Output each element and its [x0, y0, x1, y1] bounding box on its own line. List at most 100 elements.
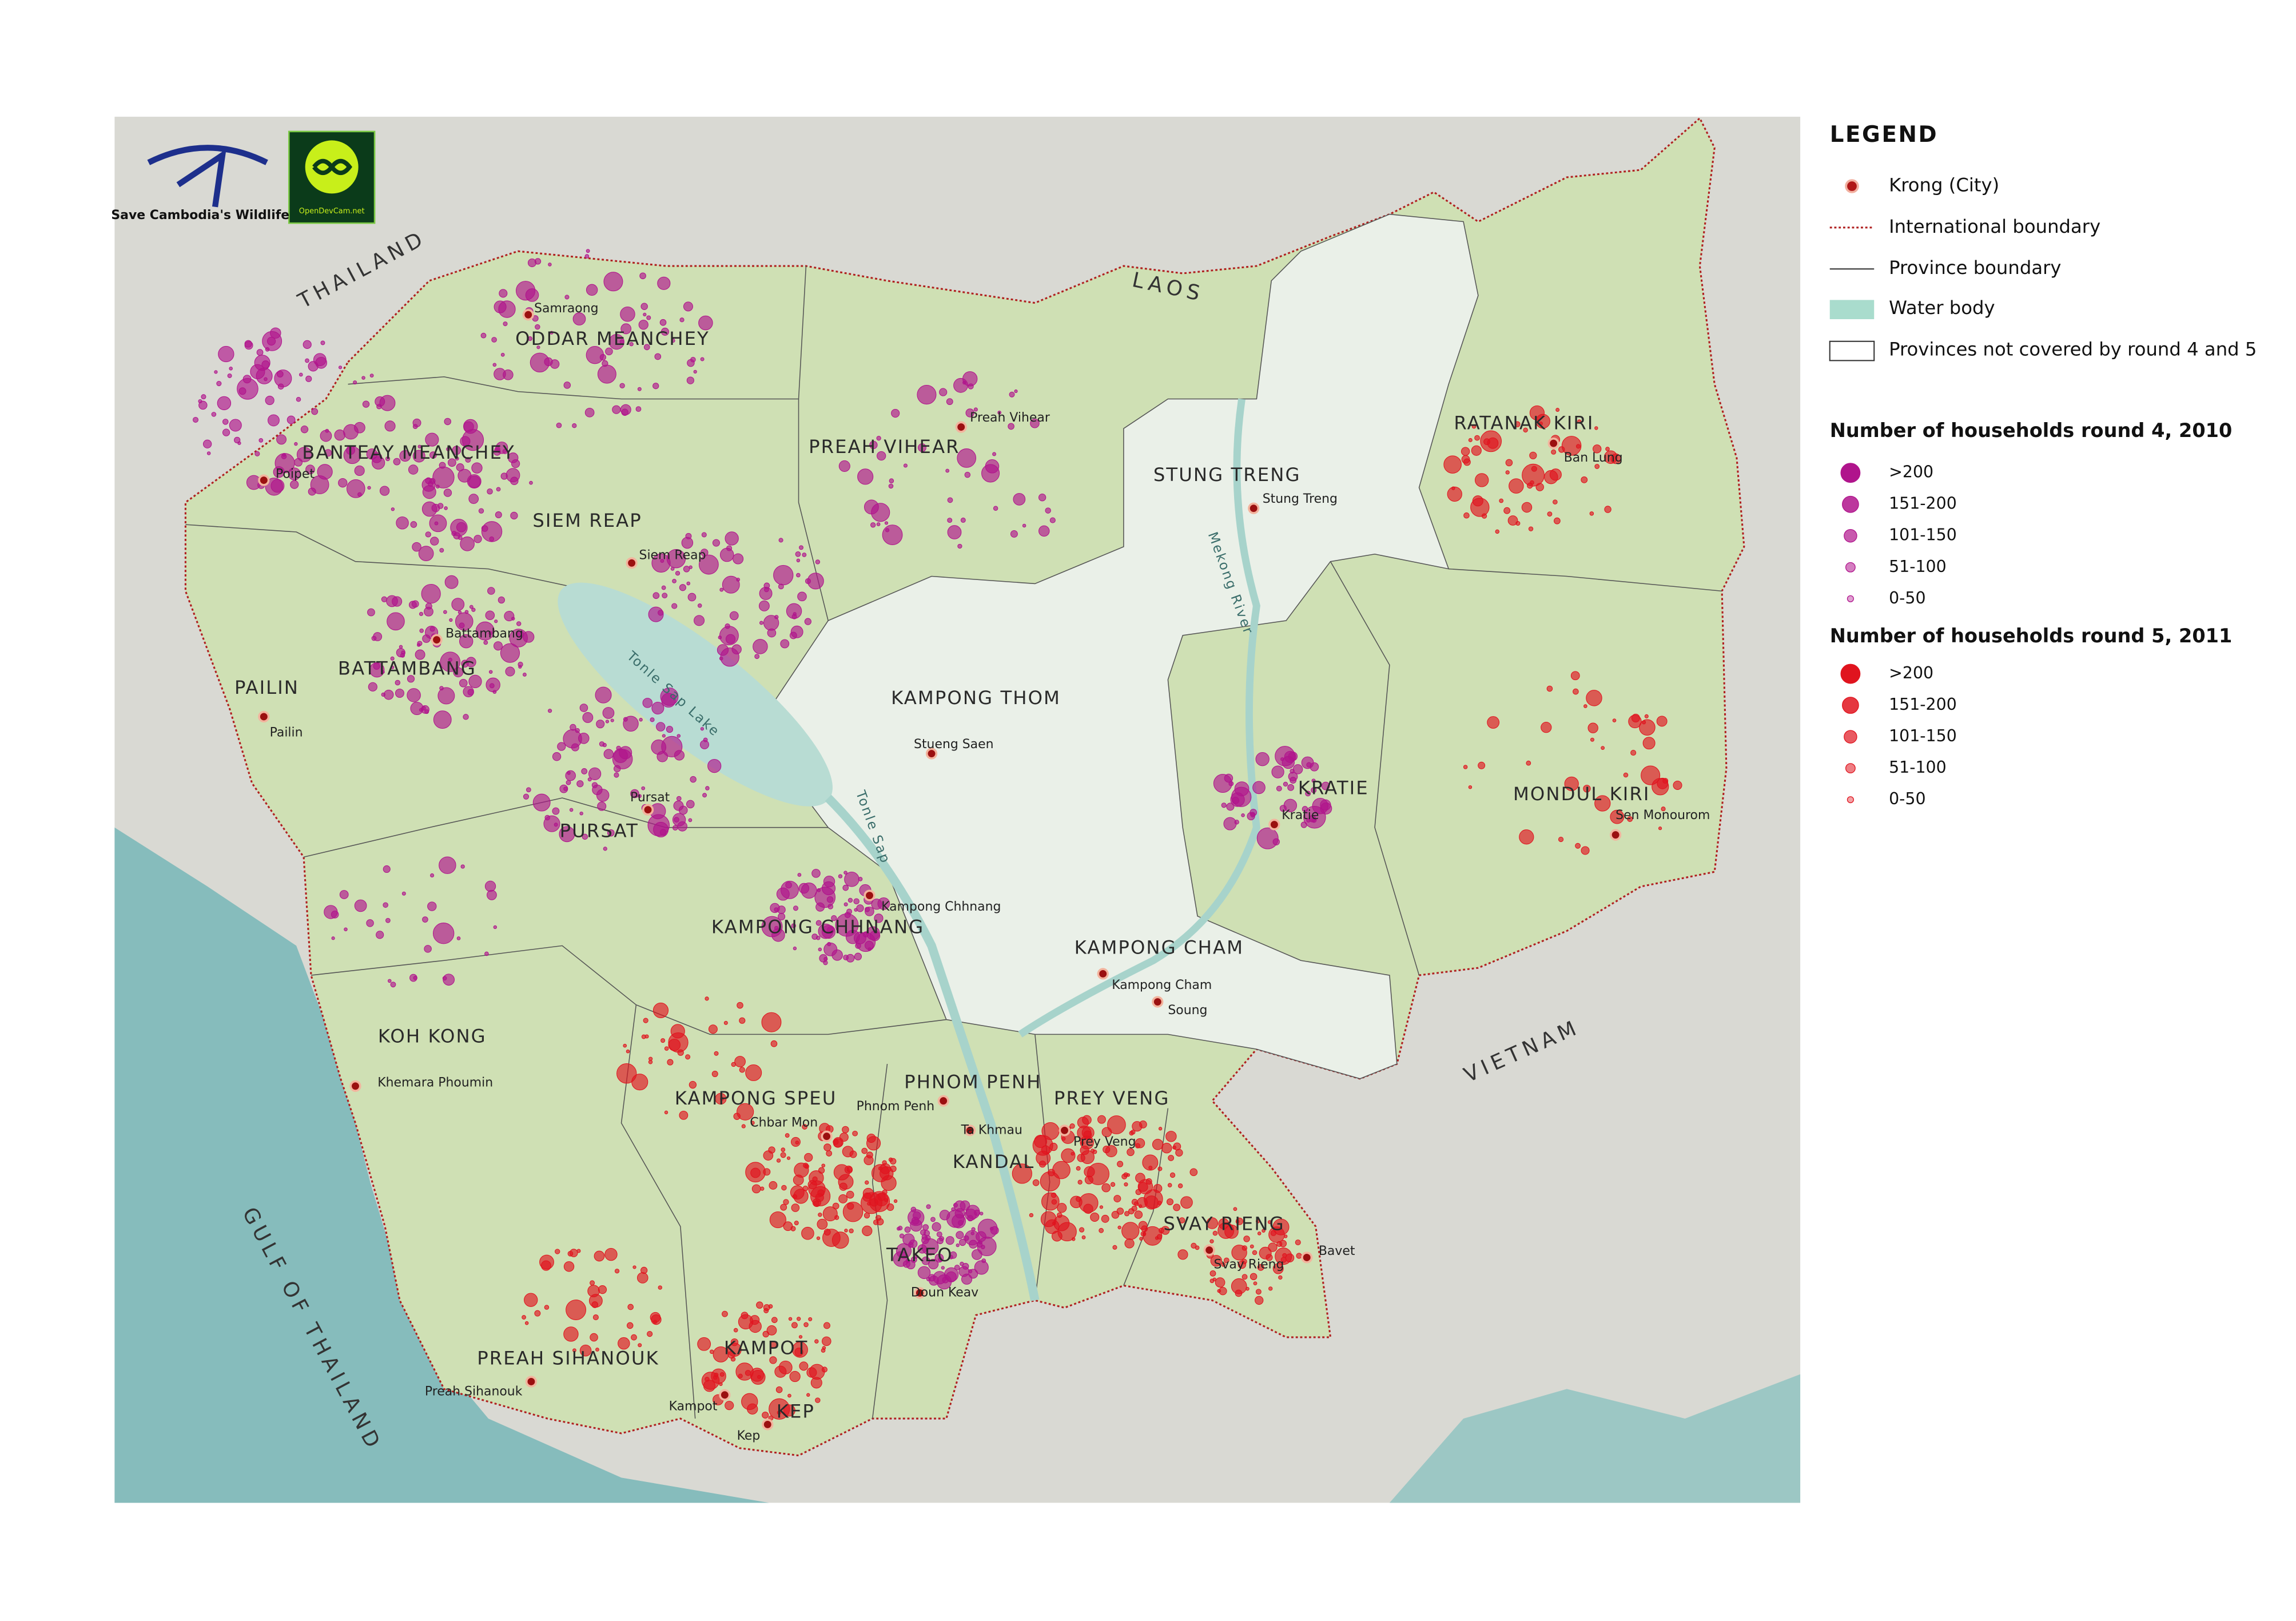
- city-label: Kampong Chhnang: [881, 900, 1001, 914]
- household-dot: [1641, 765, 1661, 785]
- household-dot: [602, 360, 608, 367]
- legend-label: 0-50: [1889, 589, 1925, 607]
- household-dot: [1259, 1246, 1272, 1260]
- household-dot: [1153, 1183, 1163, 1193]
- household-dot: [1255, 752, 1270, 766]
- household-dot: [960, 1200, 970, 1211]
- household-dot: [642, 698, 653, 708]
- household-dot: [503, 370, 514, 380]
- household-dot: [383, 902, 388, 908]
- household-dot: [769, 1356, 777, 1364]
- household-dot: [843, 955, 849, 960]
- household-dot: [499, 289, 508, 298]
- household-dot: [201, 394, 206, 400]
- household-dot: [871, 503, 890, 522]
- household-dot: [661, 736, 683, 757]
- household-dot: [769, 1398, 790, 1420]
- household-dot: [274, 370, 292, 388]
- household-dot: [705, 996, 709, 1001]
- household-dot: [391, 665, 395, 669]
- household-dot: [264, 377, 268, 382]
- household-dot: [566, 1300, 587, 1320]
- household-dot: [407, 688, 421, 702]
- household-dot: [582, 833, 588, 840]
- household-dot: [1034, 1135, 1048, 1148]
- household-dot: [1057, 1222, 1077, 1242]
- household-dot: [771, 928, 785, 942]
- household-dot: [809, 1364, 825, 1380]
- household-dot: [391, 507, 395, 511]
- household-dot: [962, 380, 966, 385]
- household-dot: [1544, 470, 1558, 484]
- household-dot: [686, 581, 691, 586]
- household-dot: [675, 571, 681, 576]
- household-dot: [444, 418, 452, 426]
- household-dot: [686, 800, 695, 809]
- household-dot: [579, 704, 588, 712]
- household-dot: [826, 1150, 833, 1157]
- household-dot: [683, 566, 690, 573]
- household-dot: [303, 340, 312, 349]
- household-dot: [926, 1204, 931, 1209]
- household-dot: [419, 628, 424, 633]
- partner-logo-mark: [312, 158, 353, 176]
- household-dot: [417, 643, 421, 647]
- household-dot: [643, 312, 647, 317]
- household-dot: [817, 1218, 828, 1230]
- household-dot: [683, 301, 693, 312]
- household-dot: [510, 511, 518, 520]
- household-dot: [853, 898, 859, 905]
- household-dot: [671, 603, 678, 609]
- household-dot: [1270, 1230, 1276, 1237]
- household-dot: [917, 1266, 931, 1280]
- household-dot: [799, 545, 803, 550]
- household-dot: [1169, 1172, 1176, 1178]
- household-dot: [444, 506, 448, 510]
- household-dot: [526, 787, 531, 793]
- household-dot: [1113, 1195, 1121, 1203]
- legend-label: 151-200: [1889, 494, 1957, 513]
- household-dot: [864, 1212, 870, 1219]
- household-dot: [1546, 685, 1553, 692]
- household-dot: [1656, 716, 1668, 727]
- household-dot: [1527, 482, 1533, 489]
- household-dot: [1256, 1219, 1260, 1223]
- household-dot: [679, 1110, 689, 1120]
- household-dot: [1252, 781, 1266, 794]
- household-dot: [722, 575, 740, 594]
- household-dot: [463, 419, 478, 434]
- household-dot: [1553, 517, 1561, 525]
- household-dot: [605, 347, 613, 356]
- household-dot: [871, 899, 882, 910]
- household-dot: [299, 372, 303, 377]
- household-dot: [1451, 486, 1455, 490]
- household-dot: [741, 1312, 749, 1320]
- household-dot: [947, 518, 953, 523]
- household-dot: [833, 1139, 839, 1145]
- household-dot: [401, 650, 405, 655]
- household-dot: [838, 460, 850, 472]
- household-dot: [708, 1024, 718, 1034]
- household-dot: [844, 1229, 848, 1233]
- household-dot: [1287, 784, 1295, 791]
- household-dot: [754, 654, 760, 659]
- legend-label: 51-100: [1889, 758, 1947, 777]
- household-dot: [677, 1049, 684, 1056]
- household-dot: [450, 519, 468, 537]
- province-label: PREY VENG: [1054, 1087, 1170, 1109]
- household-dot: [1296, 1253, 1302, 1259]
- household-dot: [1189, 1168, 1198, 1177]
- household-dot: [737, 1002, 743, 1009]
- household-dot: [899, 1233, 905, 1239]
- household-dot: [632, 1265, 636, 1269]
- household-dot: [891, 408, 900, 418]
- household-dot: [411, 600, 419, 608]
- household-dot: [498, 300, 516, 318]
- city-marker: [955, 421, 967, 433]
- household-dot: [795, 551, 801, 557]
- household-dot: [700, 549, 709, 557]
- household-dot: [992, 452, 997, 456]
- household-dot: [718, 635, 722, 639]
- household-dot: [440, 651, 461, 672]
